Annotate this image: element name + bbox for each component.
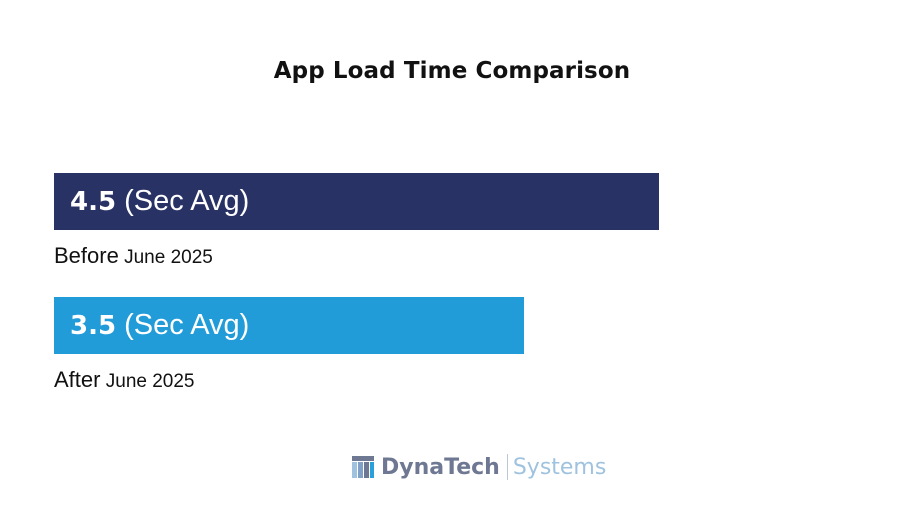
bar-after: 3.5 (Sec Avg) bbox=[54, 297, 524, 354]
logo-divider bbox=[506, 454, 508, 480]
bar-value-label: 4.5 (Sec Avg) bbox=[70, 185, 249, 218]
company-logo: DynaTech Systems bbox=[352, 452, 606, 482]
logo-name: DynaTech bbox=[381, 454, 500, 480]
logo-subtitle: Systems bbox=[512, 454, 607, 480]
category-label-after: After June 2025 bbox=[54, 367, 195, 393]
category-label-before: Before June 2025 bbox=[54, 243, 213, 269]
category-sub: June 2025 bbox=[118, 247, 213, 268]
category-sub: June 2025 bbox=[100, 371, 195, 392]
category-main: Before bbox=[54, 243, 119, 268]
bar-value-label: 3.5 (Sec Avg) bbox=[70, 309, 249, 342]
dynatech-logo-icon bbox=[352, 456, 374, 478]
bar-value: 4.5 bbox=[70, 187, 117, 217]
bar-unit: (Sec Avg) bbox=[116, 309, 250, 341]
category-main: After bbox=[54, 367, 101, 392]
bar-value: 3.5 bbox=[70, 311, 117, 341]
bar-unit: (Sec Avg) bbox=[116, 185, 250, 217]
bar-before: 4.5 (Sec Avg) bbox=[54, 173, 659, 230]
chart-title: App Load Time Comparison bbox=[273, 58, 631, 84]
